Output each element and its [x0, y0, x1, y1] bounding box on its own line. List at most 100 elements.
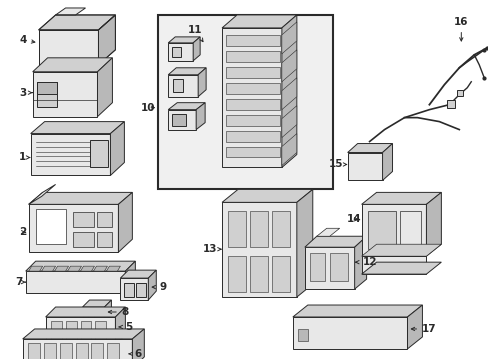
Polygon shape [281, 78, 296, 110]
Bar [120, 278, 148, 300]
Polygon shape [281, 22, 296, 54]
Bar [227, 256, 245, 292]
Polygon shape [56, 8, 85, 15]
Polygon shape [29, 192, 132, 204]
Polygon shape [407, 305, 422, 349]
Polygon shape [354, 236, 366, 289]
Polygon shape [106, 266, 120, 271]
Bar [225, 83, 279, 94]
Text: 7: 7 [15, 277, 25, 287]
Text: 10: 10 [141, 103, 155, 113]
Bar [31, 134, 110, 175]
Bar [361, 256, 426, 274]
Bar [158, 15, 332, 189]
Bar [456, 90, 462, 96]
Bar [91, 343, 103, 360]
Text: 2: 2 [19, 227, 26, 237]
Bar [29, 204, 118, 252]
Bar [45, 317, 115, 345]
Polygon shape [296, 189, 312, 297]
Bar [33, 72, 97, 117]
Polygon shape [31, 122, 124, 134]
Circle shape [275, 234, 285, 244]
Circle shape [253, 279, 264, 289]
Polygon shape [29, 184, 56, 204]
Polygon shape [118, 192, 132, 252]
Polygon shape [98, 15, 115, 65]
Bar [222, 28, 281, 167]
Bar [225, 67, 279, 78]
Bar [309, 253, 324, 281]
Polygon shape [281, 106, 296, 138]
Text: 6: 6 [129, 349, 142, 359]
Text: 3: 3 [19, 88, 32, 98]
Polygon shape [81, 266, 94, 271]
Bar [347, 153, 382, 180]
Bar [65, 321, 77, 341]
Bar [81, 321, 91, 341]
Polygon shape [168, 37, 200, 43]
Polygon shape [361, 262, 441, 274]
Bar [36, 209, 65, 244]
Circle shape [384, 254, 404, 274]
Text: 8: 8 [108, 307, 129, 317]
Polygon shape [39, 15, 115, 30]
Polygon shape [361, 192, 441, 204]
Bar [304, 247, 354, 289]
Bar [399, 211, 421, 249]
Polygon shape [222, 15, 296, 28]
Bar [97, 212, 112, 227]
Polygon shape [97, 58, 112, 117]
Polygon shape [45, 307, 125, 317]
Bar [249, 256, 267, 292]
Bar [39, 30, 98, 65]
Text: 17: 17 [410, 324, 436, 334]
Polygon shape [304, 236, 366, 247]
Bar [225, 131, 279, 141]
Polygon shape [361, 244, 441, 256]
Polygon shape [115, 307, 125, 345]
Polygon shape [93, 266, 107, 271]
Polygon shape [281, 50, 296, 82]
Polygon shape [26, 261, 135, 271]
Polygon shape [148, 270, 156, 300]
Polygon shape [55, 266, 68, 271]
Bar [447, 100, 454, 108]
Text: 15: 15 [328, 159, 346, 170]
Bar [225, 99, 279, 110]
Circle shape [232, 279, 242, 289]
Polygon shape [120, 270, 156, 278]
Bar [87, 310, 94, 319]
Polygon shape [196, 103, 204, 130]
Text: 9: 9 [152, 282, 166, 292]
Bar [107, 343, 119, 360]
Polygon shape [281, 134, 296, 166]
Polygon shape [347, 144, 392, 153]
Bar [329, 253, 347, 281]
Bar [37, 82, 57, 107]
Bar [168, 75, 198, 97]
Bar [124, 283, 134, 297]
Bar [22, 339, 132, 360]
Bar [297, 329, 307, 341]
Circle shape [232, 234, 242, 244]
Bar [361, 204, 426, 256]
Bar [225, 51, 279, 62]
Polygon shape [193, 37, 200, 61]
Bar [75, 343, 87, 360]
Polygon shape [168, 68, 206, 75]
Polygon shape [29, 266, 42, 271]
Text: 13: 13 [203, 244, 221, 254]
Text: 12: 12 [355, 257, 376, 267]
Bar [172, 114, 186, 126]
Text: 16: 16 [453, 17, 468, 41]
Polygon shape [104, 300, 111, 322]
Polygon shape [82, 300, 111, 307]
Polygon shape [426, 192, 441, 256]
Polygon shape [168, 103, 204, 110]
Polygon shape [198, 68, 206, 97]
Bar [60, 343, 71, 360]
Bar [225, 147, 279, 157]
Bar [51, 321, 61, 341]
Polygon shape [110, 122, 124, 175]
